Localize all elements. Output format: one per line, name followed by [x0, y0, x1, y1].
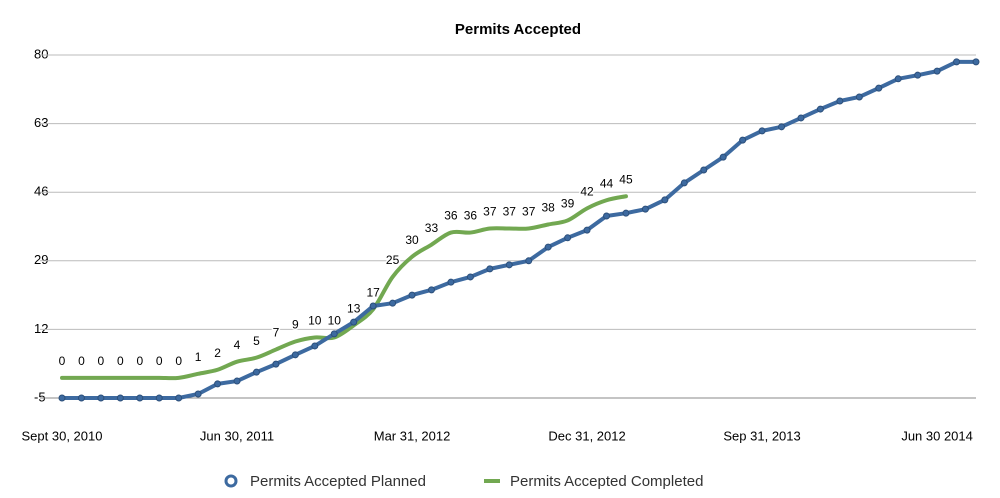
data-label: 9	[292, 318, 299, 332]
point	[311, 342, 319, 350]
data-label: 37	[522, 205, 536, 219]
y-tick-label: 29	[34, 252, 48, 267]
data-label: 30	[405, 233, 419, 247]
point	[116, 394, 124, 402]
data-label: 38	[541, 201, 555, 215]
point	[700, 166, 708, 174]
y-tick-label: -5	[34, 389, 46, 404]
point	[875, 84, 883, 92]
point	[855, 93, 863, 101]
point	[194, 390, 202, 398]
data-label: 2	[214, 346, 221, 360]
point	[58, 394, 66, 402]
point	[272, 360, 280, 368]
point	[97, 394, 105, 402]
point	[427, 286, 435, 294]
data-label: 42	[580, 185, 594, 199]
point	[155, 394, 163, 402]
data-label: 13	[347, 302, 361, 316]
point	[564, 234, 572, 242]
y-tick-label: 12	[34, 321, 48, 336]
data-label: 39	[561, 197, 575, 211]
point	[797, 114, 805, 122]
series-line	[60, 194, 628, 381]
point	[894, 75, 902, 83]
point	[953, 58, 961, 66]
data-label: 0	[59, 354, 66, 368]
point	[505, 261, 513, 269]
point	[914, 71, 922, 79]
data-label: 5	[253, 334, 260, 348]
point	[816, 105, 824, 113]
x-tick-label: Sept 30, 2010	[22, 428, 103, 443]
x-tick-label: Mar 31, 2012	[374, 428, 451, 443]
point	[447, 278, 455, 286]
legend-label: Permits Accepted Completed	[510, 473, 703, 490]
point	[389, 299, 397, 307]
series-line	[60, 59, 978, 400]
y-tick-label: 46	[34, 184, 48, 199]
data-label: 1	[195, 350, 202, 364]
point	[330, 330, 338, 338]
point	[544, 243, 552, 251]
point	[836, 97, 844, 105]
point	[739, 136, 747, 144]
point	[291, 351, 299, 359]
data-label: 44	[600, 176, 614, 190]
point	[603, 212, 611, 220]
x-tick-label: Sep 31, 2013	[723, 428, 800, 443]
data-label: 25	[386, 253, 400, 267]
data-label: 33	[425, 221, 439, 235]
data-label: 0	[78, 354, 85, 368]
legend-marker	[224, 474, 238, 488]
point	[680, 179, 688, 187]
point	[466, 273, 474, 281]
data-label: 36	[464, 209, 478, 223]
point	[525, 257, 533, 265]
point	[214, 380, 222, 388]
point	[583, 226, 591, 234]
point	[252, 368, 260, 376]
legend-label: Permits Accepted Planned	[250, 473, 426, 490]
point	[719, 153, 727, 161]
point	[408, 291, 416, 299]
point	[136, 394, 144, 402]
data-label: 0	[156, 354, 163, 368]
data-label: 10	[308, 314, 322, 328]
x-tick-label: Jun 30, 2011	[200, 428, 274, 443]
point	[369, 302, 377, 310]
y-tick-label: 63	[34, 115, 48, 130]
x-tick-label: Jun 30 2014	[901, 428, 973, 443]
point	[933, 67, 941, 75]
data-label: 10	[328, 314, 342, 328]
point	[77, 394, 85, 402]
point	[661, 196, 669, 204]
point	[641, 205, 649, 213]
data-label: 37	[483, 205, 497, 219]
data-label: 0	[175, 354, 182, 368]
data-label: 0	[117, 354, 124, 368]
point	[233, 377, 241, 385]
y-tick-label: 80	[34, 46, 48, 61]
data-label: 7	[273, 326, 280, 340]
point	[175, 394, 183, 402]
data-label: 0	[98, 354, 105, 368]
point	[350, 318, 358, 326]
data-label: 17	[366, 285, 380, 299]
point	[758, 127, 766, 135]
point	[622, 209, 630, 217]
data-label: 45	[619, 172, 633, 186]
data-label: 4	[234, 338, 241, 352]
point	[972, 58, 980, 66]
x-tick-label: Dec 31, 2012	[548, 428, 625, 443]
point	[486, 265, 494, 273]
point	[778, 123, 786, 131]
chart-title: Permits Accepted	[455, 21, 581, 38]
data-label: 0	[136, 354, 143, 368]
data-label: 36	[444, 209, 458, 223]
data-label: 37	[503, 205, 517, 219]
